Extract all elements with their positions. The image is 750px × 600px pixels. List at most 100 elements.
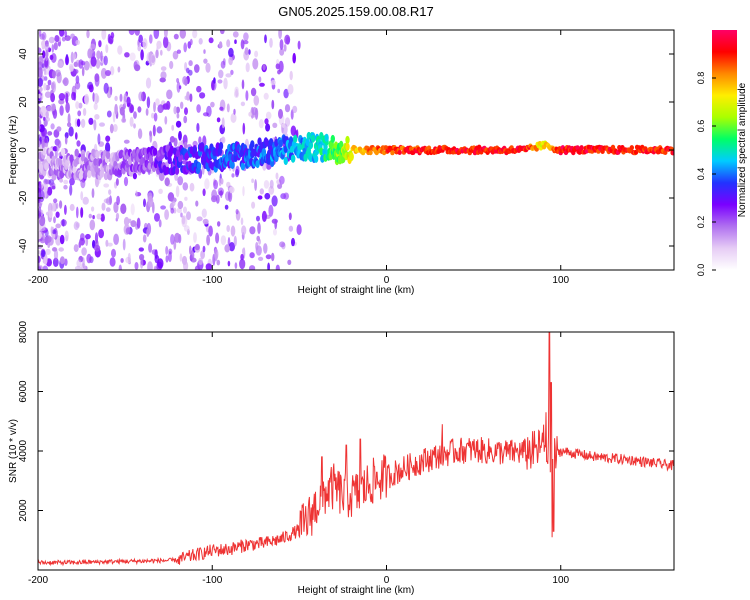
heatmap-cell — [208, 225, 213, 237]
heatmap-cell — [124, 52, 130, 58]
heatmap-cell — [277, 88, 281, 94]
heatmap-cell — [51, 70, 56, 79]
heatmap-cell — [123, 216, 130, 227]
heatmap-cell — [194, 243, 200, 251]
x-tick-label: -200 — [28, 275, 48, 286]
heatmap-cell — [45, 235, 52, 243]
heatmap-cell — [193, 232, 197, 243]
heatmap-cell — [71, 39, 75, 45]
heatmap-cell — [112, 124, 118, 132]
heatmap-cell — [166, 89, 173, 100]
snr-frame — [37, 331, 675, 571]
heatmap-cell — [279, 175, 285, 185]
heatmap-cell — [73, 221, 80, 231]
heatmap-cell — [219, 106, 224, 111]
heatmap-cell — [75, 156, 80, 165]
heatmap-cell — [82, 108, 87, 116]
heatmap-cell — [145, 77, 152, 89]
heatmap-cell — [55, 69, 61, 77]
heatmap-cell — [42, 116, 46, 121]
y-tick-label: 40 — [18, 48, 29, 60]
heatmap-cell — [50, 226, 53, 234]
heatmap-cell — [249, 226, 256, 235]
heatmap-cell — [51, 44, 55, 53]
heatmap-cell — [47, 79, 52, 86]
heatmap-cell — [105, 197, 113, 206]
heatmap-cell — [114, 95, 118, 102]
heatmap-cell — [177, 200, 184, 210]
heatmap-cell — [160, 205, 167, 210]
heatmap-cell — [290, 154, 296, 163]
heatmap-cell — [217, 79, 223, 84]
heatmap-cell — [105, 142, 111, 154]
heatmap-cell — [277, 183, 283, 190]
heatmap-cell — [200, 250, 206, 260]
heatmap-cell — [224, 244, 230, 253]
heatmap-cell — [134, 30, 140, 36]
heatmap-cell — [213, 248, 219, 260]
heatmap-cell — [172, 50, 179, 60]
heatmap-cell — [224, 204, 229, 210]
colorbar-tick-label: 0.6 — [696, 120, 706, 133]
heatmap-cell — [153, 30, 160, 39]
heatmap-cell — [155, 98, 160, 106]
heatmap-cell — [671, 150, 674, 156]
heatmap-cell — [51, 229, 57, 235]
heatmap-cell — [188, 60, 193, 67]
heatmap-cell — [225, 73, 232, 78]
heatmap-cell — [345, 142, 350, 151]
heatmap-cell — [264, 192, 271, 200]
snr-y-label: SNR (10 * v/v) — [8, 419, 19, 483]
heatmap-cell — [184, 62, 188, 71]
heatmap-cell — [78, 102, 83, 109]
colorbar: 0.0 0.2 0.4 0.6 0.8 Normalized spectral ampl… — [696, 30, 748, 276]
heatmap-cell — [120, 258, 124, 263]
heatmap-cell — [47, 131, 53, 136]
heatmap-cell — [94, 114, 100, 120]
heatmap-cell — [217, 221, 221, 227]
heatmap-cell — [230, 69, 234, 75]
heatmap-cell — [84, 93, 90, 105]
heatmap-cell — [153, 101, 156, 113]
heatmap-cell — [55, 223, 61, 229]
heatmap-cell — [76, 259, 82, 268]
heatmap-cell — [38, 181, 42, 193]
heatmap-cell — [76, 118, 81, 128]
heatmap-cell — [119, 149, 124, 158]
heatmap-cell — [132, 172, 137, 180]
heatmap-cell — [50, 92, 55, 103]
heatmap-cell — [49, 54, 54, 61]
heatmap-cell — [105, 135, 111, 142]
heatmap-cell — [146, 96, 151, 109]
heatmap-cell — [138, 34, 143, 43]
heatmap-cell — [158, 170, 165, 182]
heatmap-cell — [52, 247, 57, 252]
heatmap-cell — [269, 37, 273, 48]
heatmap-cell — [233, 235, 237, 247]
heatmap-cell — [226, 225, 230, 232]
heatmap-cell — [101, 202, 106, 211]
heatmap-cell — [65, 92, 69, 104]
heatmap-cell — [103, 55, 108, 66]
heatmap-cell — [45, 248, 51, 255]
heatmap-cell — [181, 255, 188, 266]
heatmap-cell — [142, 38, 148, 50]
heatmap-cell — [231, 173, 235, 178]
heatmap-cell — [118, 264, 122, 270]
snr-x-ticks: -200 -100 0 100 — [28, 332, 570, 586]
heatmap-cell — [82, 196, 89, 205]
heatmap-cell — [218, 178, 222, 187]
heatmap-cell — [134, 262, 139, 270]
heatmap-cell — [196, 104, 201, 113]
heatmap-cell — [205, 62, 211, 73]
heatmap-cell — [85, 237, 89, 247]
heatmap-cell — [308, 141, 314, 150]
heatmap-cell — [296, 224, 302, 236]
heatmap-cell — [158, 219, 162, 228]
heatmap-cell — [324, 133, 329, 142]
heatmap-cell — [259, 188, 264, 195]
heatmap-cell — [579, 145, 584, 151]
heatmap-cell — [271, 195, 278, 207]
y-tick-label: 2000 — [18, 499, 29, 522]
